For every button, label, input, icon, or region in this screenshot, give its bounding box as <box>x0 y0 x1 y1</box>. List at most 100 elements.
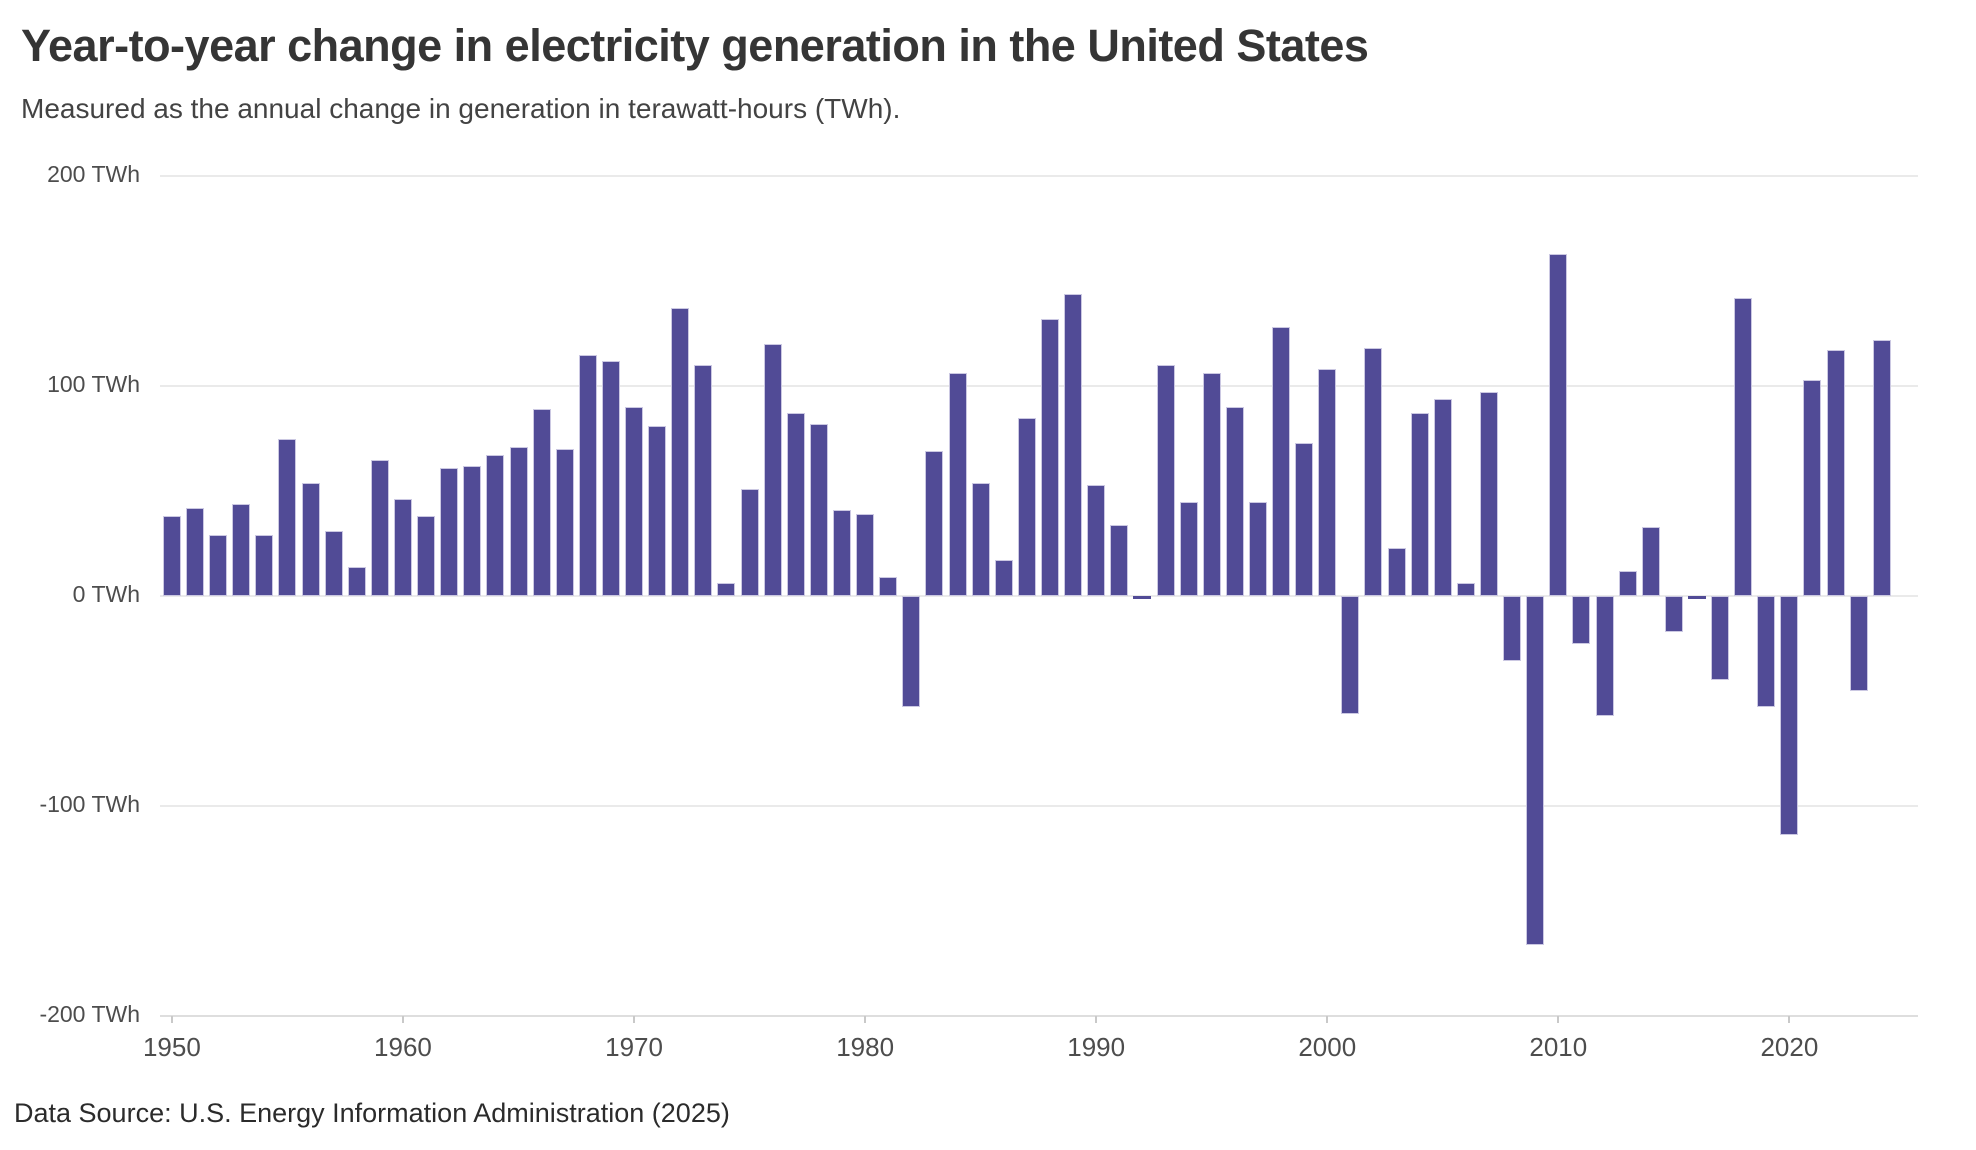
bar-1980[interactable] <box>856 514 875 596</box>
bar-1951[interactable] <box>186 507 204 596</box>
bar-2015[interactable] <box>1664 596 1683 632</box>
bar-1981[interactable] <box>879 577 898 596</box>
bar-1988[interactable] <box>1040 318 1059 596</box>
bar-2022[interactable] <box>1826 350 1845 596</box>
x-axis-tick-1970 <box>633 1016 636 1023</box>
bar-1966[interactable] <box>532 409 551 596</box>
bar-1954[interactable] <box>255 535 274 596</box>
bar-2003[interactable] <box>1387 547 1406 596</box>
bar-1982[interactable] <box>902 596 921 708</box>
bar-2007[interactable] <box>1479 392 1498 596</box>
x-axis-label-1950: 1950 <box>142 1032 201 1062</box>
bar-1984[interactable] <box>948 373 967 596</box>
bar-2004[interactable] <box>1410 413 1429 596</box>
bar-2010[interactable] <box>1549 253 1568 596</box>
bar-1991[interactable] <box>1110 524 1129 596</box>
bar-2005[interactable] <box>1433 398 1452 596</box>
bar-2000[interactable] <box>1318 369 1337 596</box>
bar-1956[interactable] <box>301 482 320 596</box>
x-axis-tick-1980 <box>864 1016 867 1023</box>
bar-1997[interactable] <box>1248 501 1267 596</box>
bar-1990[interactable] <box>1087 484 1106 596</box>
bar-1978[interactable] <box>809 423 828 596</box>
bar-1967[interactable] <box>555 449 574 596</box>
bar-1985[interactable] <box>971 482 990 596</box>
bar-1977[interactable] <box>786 413 805 596</box>
bar-1953[interactable] <box>232 503 251 596</box>
bar-1992[interactable] <box>1133 596 1152 599</box>
x-axis-label-1980: 1980 <box>836 1032 895 1062</box>
bar-1950[interactable] <box>162 516 181 596</box>
x-axis-label-2020: 2020 <box>1760 1032 1819 1062</box>
bar-1975[interactable] <box>740 488 759 596</box>
bar-1957[interactable] <box>324 530 343 596</box>
bar-1989[interactable] <box>1064 293 1083 596</box>
bar-2024[interactable] <box>1872 339 1891 596</box>
bar-1960[interactable] <box>393 499 412 596</box>
bar-1955[interactable] <box>278 438 297 596</box>
gridline-0 <box>160 595 1918 597</box>
bar-1952[interactable] <box>209 535 228 596</box>
bar-1995[interactable] <box>1202 373 1221 596</box>
bar-2011[interactable] <box>1572 596 1591 645</box>
x-axis-label-1960: 1960 <box>374 1032 432 1062</box>
x-axis-tick-2010 <box>1557 1016 1560 1023</box>
bar-1964[interactable] <box>486 455 505 596</box>
bar-1993[interactable] <box>1156 365 1175 596</box>
bar-1963[interactable] <box>463 465 482 596</box>
bar-2019[interactable] <box>1757 596 1776 708</box>
bar-2021[interactable] <box>1803 379 1822 596</box>
bar-2002[interactable] <box>1364 348 1383 596</box>
bar-1998[interactable] <box>1272 327 1291 596</box>
bar-2014[interactable] <box>1641 526 1660 596</box>
gridline-200 <box>160 175 1918 177</box>
data-source-note: Data Source: U.S. Energy Information Adm… <box>14 1098 730 1128</box>
bar-1971[interactable] <box>648 425 667 596</box>
bar-2009[interactable] <box>1526 596 1545 945</box>
bar-1969[interactable] <box>601 360 620 596</box>
bar-2001[interactable] <box>1341 596 1360 714</box>
x-axis-label-1990: 1990 <box>1067 1032 1126 1062</box>
bar-1958[interactable] <box>347 566 366 596</box>
bar-1986[interactable] <box>994 560 1013 596</box>
bar-2017[interactable] <box>1711 596 1730 680</box>
x-axis-tick-1990 <box>1095 1016 1098 1023</box>
gridline--200 <box>160 1015 1918 1017</box>
x-axis-label-1970: 1970 <box>605 1032 663 1062</box>
bar-1959[interactable] <box>370 459 389 596</box>
bar-1983[interactable] <box>925 451 944 596</box>
bar-1987[interactable] <box>1017 417 1036 596</box>
bar-1973[interactable] <box>694 365 713 596</box>
x-axis-tick-1950 <box>170 1016 173 1023</box>
bar-1994[interactable] <box>1179 501 1198 596</box>
bar-1968[interactable] <box>578 354 597 596</box>
bar-2013[interactable] <box>1618 570 1637 596</box>
bar-1961[interactable] <box>417 516 436 596</box>
y-axis-label-100: 100 TWh <box>47 371 140 397</box>
bar-2023[interactable] <box>1849 596 1868 691</box>
bar-1965[interactable] <box>509 446 528 596</box>
chart-title: Year-to-year change in electricity gener… <box>21 20 1369 71</box>
bar-1974[interactable] <box>717 583 736 596</box>
bar-2006[interactable] <box>1456 583 1475 596</box>
y-axis-label-200: 200 TWh <box>47 161 140 187</box>
plot-area <box>160 175 1918 1017</box>
bar-1979[interactable] <box>833 509 851 596</box>
bar-2020[interactable] <box>1780 596 1799 836</box>
y-axis-label--200: -200 TWh <box>39 1001 140 1027</box>
bar-1996[interactable] <box>1225 407 1244 596</box>
bar-1962[interactable] <box>440 467 459 596</box>
bar-2016[interactable] <box>1687 596 1706 599</box>
bar-2012[interactable] <box>1595 596 1614 716</box>
bar-1976[interactable] <box>763 344 782 596</box>
bar-1999[interactable] <box>1295 442 1314 596</box>
bar-1972[interactable] <box>671 308 690 596</box>
y-axis-label-0: 0 TWh <box>72 581 140 607</box>
bar-2018[interactable] <box>1734 297 1753 596</box>
y-axis-label--100: -100 TWh <box>39 791 140 817</box>
x-axis-tick-2020 <box>1788 1016 1791 1023</box>
bar-1970[interactable] <box>625 407 644 596</box>
x-axis-tick-2000 <box>1326 1016 1329 1023</box>
bar-2008[interactable] <box>1503 596 1522 662</box>
gridline--100 <box>160 805 1918 807</box>
